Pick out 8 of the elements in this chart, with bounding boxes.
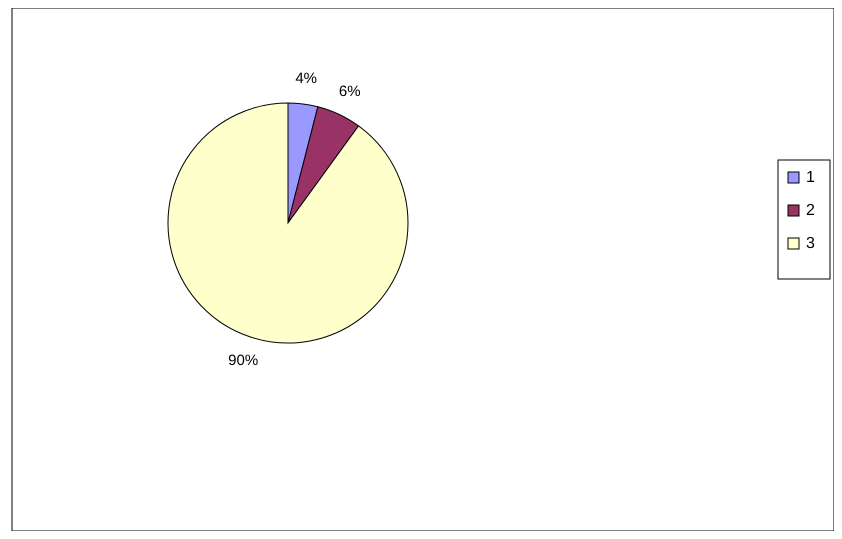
legend-label: 1	[806, 169, 815, 186]
data-label: 90%	[228, 352, 258, 369]
legend-label: 2	[806, 202, 815, 219]
pie-slice	[168, 102, 408, 344]
legend-label: 3	[806, 235, 815, 252]
pie-slice	[288, 106, 360, 224]
data-label: 4%	[295, 70, 318, 88]
data-label: 6%	[338, 82, 361, 100]
